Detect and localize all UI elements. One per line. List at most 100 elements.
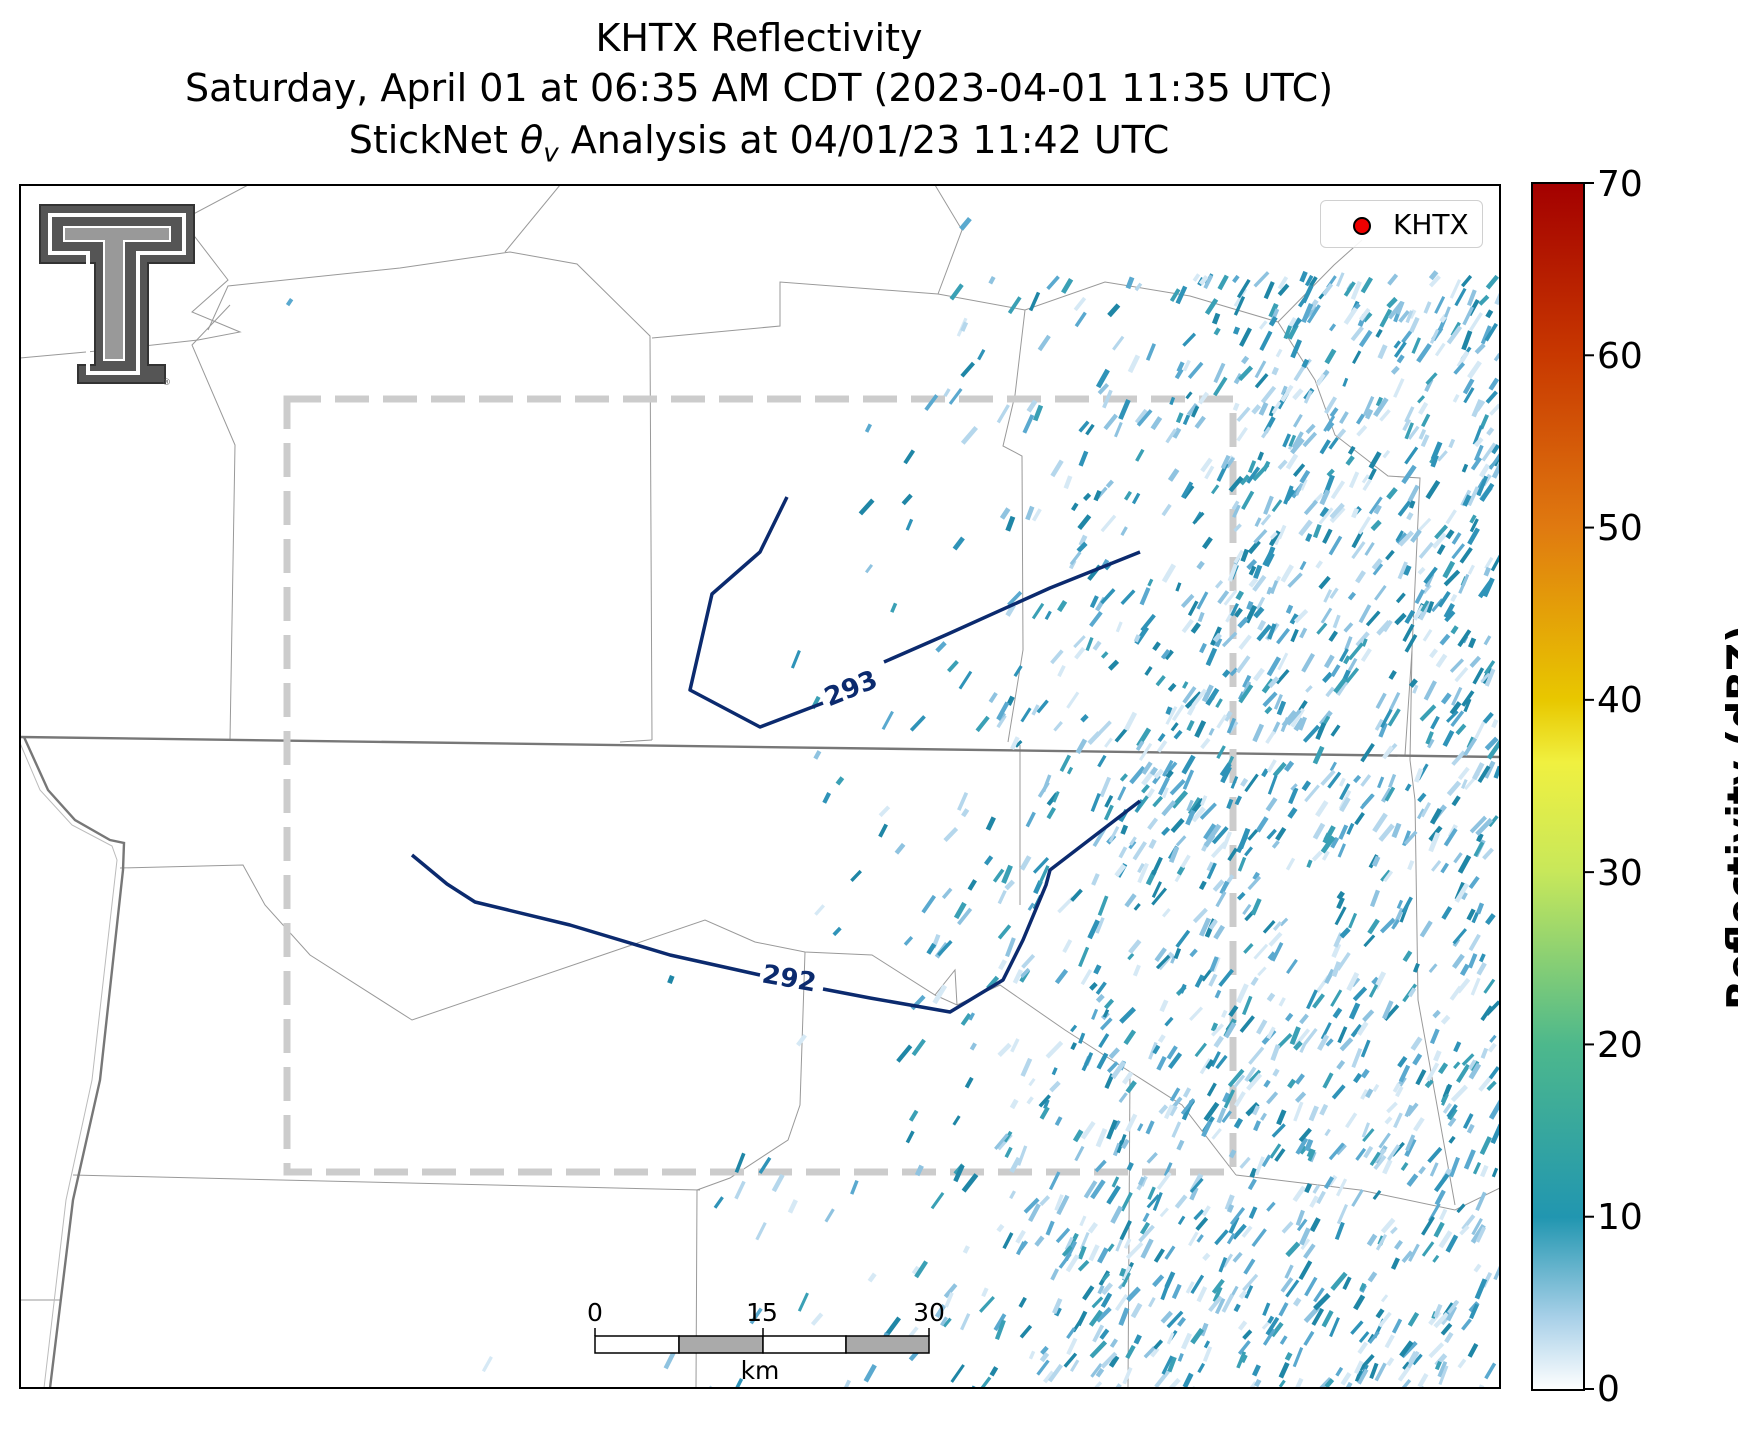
- echo-cell: [1424, 1078, 1434, 1089]
- echo-cell: [1416, 343, 1432, 363]
- echo-cell: [1304, 1183, 1313, 1194]
- echo-cell: [1449, 658, 1465, 673]
- echo-cell: [1208, 1295, 1223, 1313]
- echo-cell: [1107, 303, 1121, 318]
- echo-cell: [1232, 402, 1240, 412]
- echo-cell: [1019, 855, 1032, 871]
- echo-cell: [1005, 937, 1016, 958]
- echo-cell: [1202, 1252, 1211, 1261]
- echo-cell: [962, 1245, 970, 1254]
- echo-cell: [1289, 1026, 1301, 1045]
- echo-cell: [1451, 686, 1463, 706]
- echo-cell: [1169, 778, 1186, 796]
- echo-cell: [1429, 808, 1443, 825]
- echo-cell: [1401, 896, 1413, 914]
- echo-cell: [1387, 273, 1399, 286]
- echo-cell: [1126, 1162, 1134, 1171]
- echo-cell: [1285, 1012, 1294, 1022]
- echo-cell: [1054, 1116, 1063, 1127]
- echo-cell: [1491, 444, 1500, 455]
- echo-cell: [1091, 1008, 1099, 1020]
- echo-cell: [1151, 881, 1162, 898]
- echo-cell: [1168, 846, 1180, 864]
- echo-cell: [1098, 1033, 1110, 1048]
- echo-cell: [1054, 1307, 1062, 1317]
- echo-cell: [1192, 907, 1208, 924]
- echo-cell: [1368, 468, 1377, 481]
- echo-cell: [1471, 399, 1483, 418]
- echo-cell: [905, 518, 914, 531]
- echo-cell: [1160, 648, 1171, 660]
- echo-cell: [1145, 343, 1156, 361]
- echo-cell: [1402, 623, 1415, 642]
- echo-cell: [1330, 664, 1341, 678]
- echo-cell: [1081, 1052, 1094, 1072]
- echo-cell: [1194, 720, 1207, 738]
- echo-cell: [1336, 272, 1345, 287]
- title-line-1: KHTX Reflectivity: [595, 16, 923, 60]
- echo-cell: [1032, 857, 1050, 874]
- echo-cell: [1418, 1165, 1426, 1175]
- echo-cell: [1363, 1145, 1374, 1159]
- echo-cell: [1229, 1207, 1246, 1226]
- echo-cell: [1467, 953, 1478, 969]
- echo-cell: [1115, 1238, 1123, 1252]
- echo-cell: [1248, 1069, 1262, 1083]
- echo-cell: [1232, 326, 1241, 335]
- echo-cell: [1417, 1384, 1425, 1388]
- echo-cell: [1130, 1302, 1143, 1319]
- echo-cell: [1433, 1312, 1449, 1329]
- echo-cell: [1377, 776, 1385, 789]
- echo-cell: [1453, 1041, 1462, 1053]
- echo-cell: [1238, 684, 1254, 704]
- echo-cell: [1393, 341, 1407, 358]
- echo-cell: [1368, 984, 1379, 998]
- echo-cell: [1360, 1039, 1371, 1058]
- echo-cell: [1488, 377, 1500, 391]
- echo-cell: [1371, 855, 1381, 867]
- echo-cell: [1335, 1178, 1348, 1197]
- echo-cell: [1451, 532, 1462, 545]
- echo-cell: [881, 710, 894, 731]
- echo-cell: [1180, 854, 1191, 869]
- echo-cell: [1459, 546, 1473, 564]
- echo-cell: [1237, 856, 1247, 872]
- echo-cell: [1261, 426, 1271, 439]
- echo-cell: [1239, 1015, 1255, 1033]
- echo-cell: [1078, 534, 1088, 547]
- echo-cell: [1176, 361, 1185, 373]
- echo-cell: [1148, 838, 1157, 849]
- echo-cell: [1363, 934, 1376, 948]
- echo-cell: [1299, 627, 1308, 639]
- echo-cell: [1151, 887, 1168, 906]
- echo-cell: [1329, 407, 1339, 418]
- echo-cell: [1054, 1194, 1064, 1211]
- echo-cell: [1175, 285, 1188, 305]
- echo-cell: [1094, 1381, 1103, 1388]
- echo-cell: [996, 404, 1010, 424]
- echo-cell: [1170, 722, 1179, 732]
- echo-cell: [1242, 903, 1252, 916]
- echo-cell: [1396, 354, 1405, 364]
- echo-cell: [1461, 1053, 1475, 1066]
- echo-cell: [914, 1164, 924, 1177]
- echo-cell: [1215, 698, 1223, 709]
- echo-cell: [1069, 1359, 1080, 1372]
- scale-tick-15: 15: [746, 1298, 778, 1327]
- echo-cell: [1121, 1138, 1130, 1150]
- echo-cell: [1368, 1330, 1380, 1344]
- echo-cell: [1390, 365, 1400, 375]
- echo-cell: [1089, 982, 1098, 991]
- echo-cell: [1384, 1116, 1393, 1125]
- echo-cell: [1316, 373, 1326, 386]
- echo-cell: [1200, 795, 1208, 806]
- echo-cell: [1439, 1208, 1448, 1221]
- echo-cell: [1271, 721, 1281, 735]
- echo-cell: [1399, 1340, 1414, 1358]
- echo-cell: [1144, 666, 1153, 676]
- echo-cell: [1446, 1104, 1458, 1119]
- echo-cell: [1278, 997, 1286, 1007]
- echo-cell: [1358, 307, 1371, 322]
- echo-cell: [1078, 946, 1090, 968]
- echo-cell: [1484, 736, 1499, 751]
